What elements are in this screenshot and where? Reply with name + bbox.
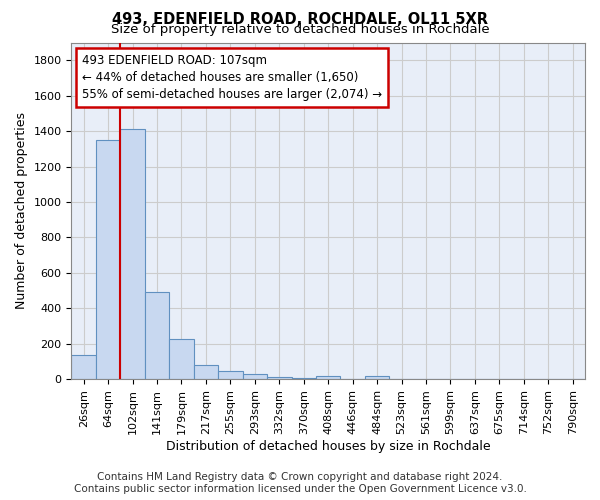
Text: Contains HM Land Registry data © Crown copyright and database right 2024.
Contai: Contains HM Land Registry data © Crown c… [74,472,526,494]
Bar [169,339,194,379]
Bar [292,378,316,379]
Bar [218,371,242,379]
Text: 493, EDENFIELD ROAD, ROCHDALE, OL11 5XR: 493, EDENFIELD ROAD, ROCHDALE, OL11 5XR [112,12,488,28]
Bar [242,374,267,379]
Bar [71,355,96,379]
Text: Size of property relative to detached houses in Rochdale: Size of property relative to detached ho… [110,22,490,36]
Bar [365,376,389,379]
Y-axis label: Number of detached properties: Number of detached properties [15,112,28,310]
X-axis label: Distribution of detached houses by size in Rochdale: Distribution of detached houses by size … [166,440,491,452]
Bar [316,376,340,379]
Bar [267,377,292,379]
Bar [194,365,218,379]
Bar [145,292,169,379]
Bar [121,130,145,379]
Bar [96,140,121,379]
Text: 493 EDENFIELD ROAD: 107sqm
← 44% of detached houses are smaller (1,650)
55% of s: 493 EDENFIELD ROAD: 107sqm ← 44% of deta… [82,54,382,102]
